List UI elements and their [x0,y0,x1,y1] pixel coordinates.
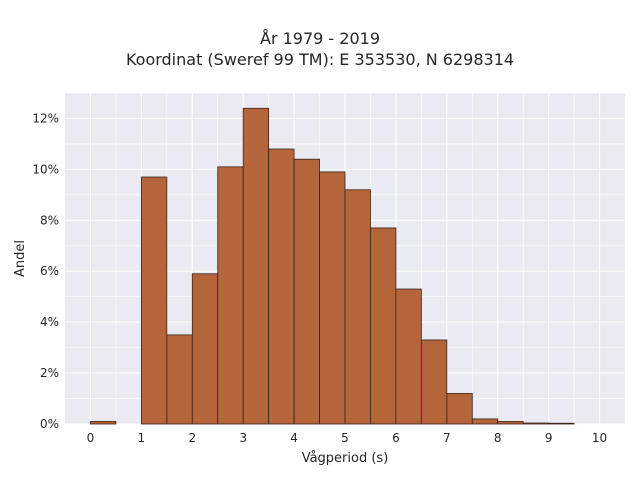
chart-title-block: År 1979 - 2019 Koordinat (Sweref 99 TM):… [0,28,640,70]
x-axis-label: Vågperiod (s) [302,451,389,466]
chart-title: År 1979 - 2019 [260,29,380,48]
x-tick-label: 9 [545,431,553,445]
y-tick-label: 12% [32,111,59,125]
y-tick-label: 4% [40,315,59,329]
histogram-bar [344,189,371,425]
histogram-bar [446,393,473,425]
y-axis-ticks: 0% 2% 4% 6% 8% 10% 12% [32,111,59,431]
x-tick-label: 6 [392,431,400,445]
histogram-bar [497,421,524,425]
histogram-bar [548,422,575,425]
x-tick-label: 1 [138,431,146,445]
y-tick-label: 8% [40,213,59,227]
histogram-bar [370,227,397,425]
histogram-bar [420,339,448,425]
histogram-bar [217,166,244,425]
histogram-bar [191,273,219,425]
x-tick-label: 10 [592,431,607,445]
chart-subtitle: Koordinat (Sweref 99 TM): E 353530, N 62… [125,50,515,69]
x-tick-label: 0 [87,431,95,445]
histogram-bar [90,421,117,425]
x-tick-label: 8 [494,431,502,445]
histogram-bar [293,158,320,425]
x-tick-label: 5 [341,431,349,445]
y-tick-label: 10% [32,162,59,176]
histogram-bar [242,107,270,425]
histogram-bar [471,418,499,425]
histogram-bar [268,148,295,425]
histogram-bar [166,334,193,425]
y-axis-label: Andel [13,240,28,277]
histogram-bar [522,422,550,425]
x-tick-label: 2 [188,431,196,445]
histogram-bars [90,107,575,425]
x-tick-label: 7 [443,431,451,445]
x-tick-label: 3 [239,431,247,445]
y-tick-label: 6% [40,264,59,278]
y-tick-label: 0% [40,417,59,431]
histogram-bar [140,176,168,425]
histogram-bar [319,171,346,425]
x-tick-label: 4 [290,431,298,445]
y-tick-label: 2% [40,366,59,380]
histogram-bar [395,288,422,425]
x-axis-ticks: 0 1 2 3 4 5 6 7 8 9 10 [87,431,608,445]
